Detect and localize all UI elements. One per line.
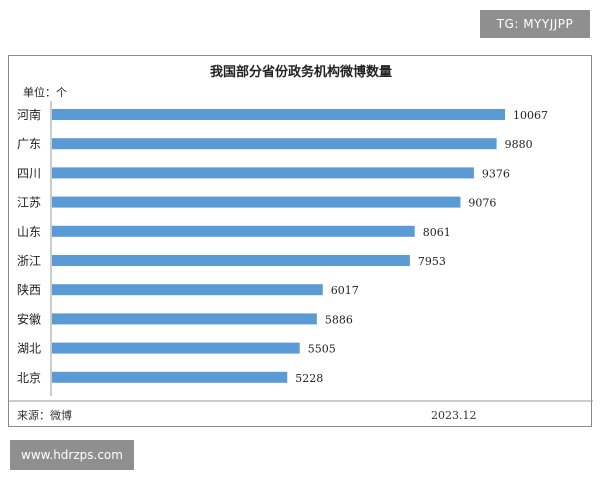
source-label: 来源：微博 xyxy=(17,408,72,422)
watermark-bottom: www.hdrzps.com xyxy=(10,440,134,470)
category-label: 浙江 xyxy=(17,254,41,268)
unit-label: 单位：个 xyxy=(23,85,67,99)
watermark-top: TG: MYYJJPP xyxy=(480,10,590,38)
bar xyxy=(52,313,317,325)
value-label: 8061 xyxy=(423,226,451,239)
value-label: 5228 xyxy=(295,372,323,385)
bar xyxy=(52,255,410,266)
category-label: 河南 xyxy=(17,107,41,122)
bar xyxy=(52,342,300,354)
category-label: 四川 xyxy=(17,166,41,180)
value-label: 9076 xyxy=(468,197,496,210)
category-label: 湖北 xyxy=(17,341,41,356)
bar xyxy=(52,371,288,383)
value-label: 7953 xyxy=(418,255,446,268)
value-label: 6017 xyxy=(331,284,359,297)
value-label: 5886 xyxy=(325,313,353,326)
bar-chart: 我国部分省份政务机构微博数量 单位：个 河南 10067 广东 9880 四川 9376 江… xyxy=(9,64,593,422)
date-label: 2023.12 xyxy=(431,409,477,422)
chart-frame: 我国部分省份政务机构微博数量 单位：个 河南 10067 广东 9880 四川 9376 江… xyxy=(8,55,593,427)
value-label: 10067 xyxy=(513,109,548,122)
value-label: 9376 xyxy=(482,167,510,180)
bars-group: 河南 10067 广东 9880 四川 9376 江苏 9076 山东 8061 浙江 7953 陕西 6… xyxy=(17,107,548,385)
bar xyxy=(52,138,497,150)
bar xyxy=(52,225,415,237)
category-label: 北京 xyxy=(17,371,41,385)
bar xyxy=(52,196,461,208)
category-label: 山东 xyxy=(17,225,41,239)
category-label: 广东 xyxy=(17,137,41,151)
category-label: 陕西 xyxy=(17,282,41,297)
value-label: 5505 xyxy=(308,343,336,356)
category-label: 安徽 xyxy=(17,311,41,326)
bar xyxy=(52,167,474,179)
chart-title: 我国部分省份政务机构微博数量 xyxy=(210,64,392,80)
bar xyxy=(52,109,506,120)
bar xyxy=(52,284,323,296)
value-label: 9880 xyxy=(505,138,533,151)
category-label: 江苏 xyxy=(17,196,41,210)
